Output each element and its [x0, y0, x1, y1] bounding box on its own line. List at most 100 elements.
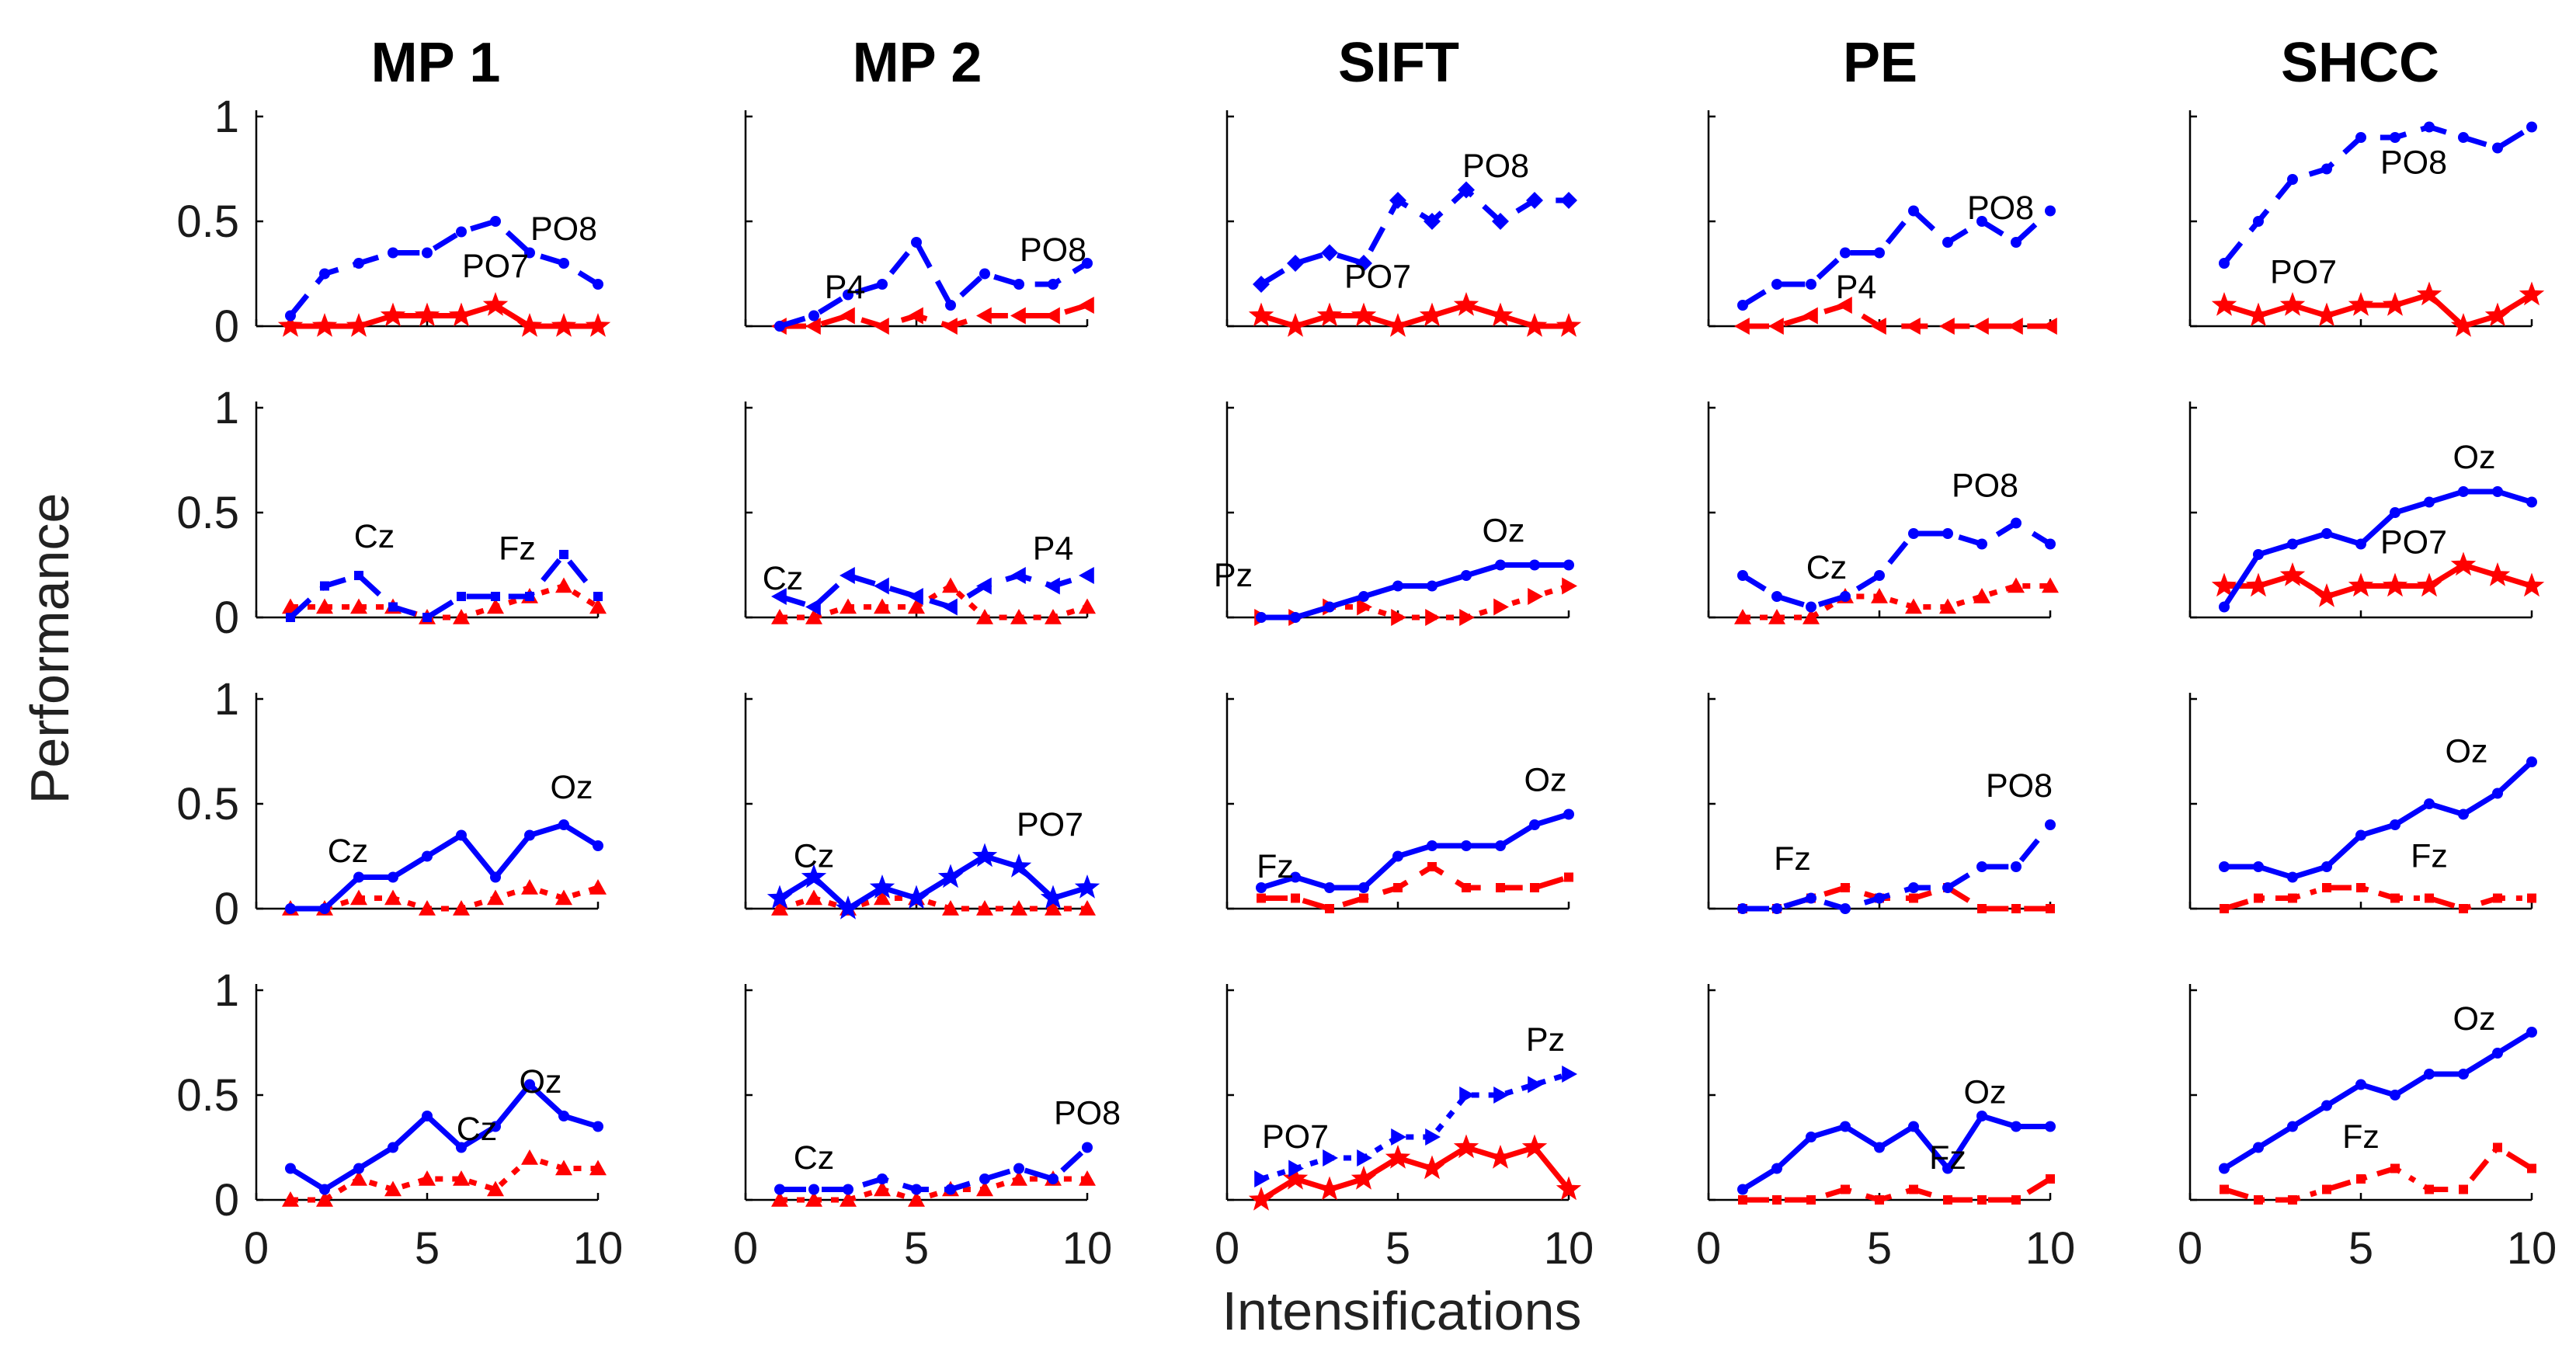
data-point [843, 1184, 853, 1195]
data-point [945, 300, 956, 311]
data-point [525, 592, 534, 601]
series-line-red [290, 302, 598, 329]
data-point [1359, 893, 1368, 903]
data-point [2458, 808, 2469, 820]
data-point [1355, 255, 1372, 272]
data-point [353, 871, 364, 883]
data-point [2519, 572, 2545, 597]
data-point [1248, 1187, 1274, 1211]
data-point [422, 1111, 433, 1121]
data-point [2279, 292, 2306, 316]
data-point [2011, 1195, 2021, 1205]
data-point [350, 1170, 367, 1186]
data-point [448, 302, 475, 327]
y-tick-label: 0 [214, 593, 239, 643]
series-label: PO8 [2380, 144, 2447, 182]
data-point [908, 598, 925, 614]
data-point [937, 864, 964, 888]
data-point [320, 581, 329, 591]
data-point [942, 577, 959, 593]
series-line-blue [2223, 1030, 2533, 1171]
y-tick-label: 0 [214, 1175, 239, 1226]
data-point [2011, 517, 2022, 529]
series-line-red [1743, 583, 2050, 621]
data-point [1942, 237, 1953, 248]
data-point [1806, 1195, 1816, 1205]
data-point [521, 879, 538, 895]
data-point [2492, 1048, 2503, 1059]
data-point [2046, 1174, 2055, 1184]
data-point [1424, 213, 1441, 230]
data-point [555, 577, 572, 593]
data-point [2219, 1163, 2230, 1174]
data-point [2279, 562, 2306, 586]
data-point [1045, 609, 1062, 624]
x-tick-label: 0 [1696, 1223, 1721, 1274]
data-point [316, 1191, 333, 1207]
x-tick-label: 5 [1867, 1223, 1892, 1274]
data-point [1562, 577, 1577, 595]
data-point [908, 588, 923, 605]
data-point [976, 900, 993, 916]
data-point [350, 598, 367, 614]
series-line-red [780, 583, 1089, 621]
data-point [1977, 904, 1987, 913]
panel-r1-c2: PO8 P4 [744, 110, 1094, 335]
series-label: Fz [1929, 1139, 1966, 1177]
data-point [2356, 883, 2366, 892]
data-point [2492, 486, 2503, 497]
data-point [1528, 1076, 1543, 1093]
data-point [1806, 279, 1816, 290]
data-point [942, 598, 958, 616]
data-point [1282, 1166, 1309, 1190]
data-point [555, 889, 572, 906]
data-point [1942, 528, 1953, 539]
x-tick-label: 0 [2178, 1223, 2202, 1274]
series-label: PO8 [1462, 148, 1529, 185]
series-line-blue [289, 1082, 600, 1192]
data-point [2450, 313, 2477, 337]
data-point [2219, 601, 2230, 613]
series-label: Oz [2453, 1000, 2496, 1038]
data-point [771, 609, 788, 624]
data-point [2321, 528, 2332, 539]
data-point [1248, 302, 1274, 327]
data-point [2046, 904, 2055, 913]
data-point [422, 850, 433, 862]
data-point [1254, 1170, 1270, 1187]
data-point [808, 310, 819, 322]
data-point [942, 900, 959, 916]
x-tick-label: 0 [244, 1223, 269, 1274]
series-line-blue [288, 218, 600, 318]
panel-r1-c5: PO8 PO7 [2188, 110, 2545, 337]
data-point [2424, 496, 2435, 508]
data-point [2493, 1142, 2502, 1153]
series-line-blue [778, 572, 1089, 610]
data-point [2458, 486, 2469, 497]
data-point [903, 885, 930, 909]
series-line-red [1260, 1145, 1571, 1202]
data-point [1493, 1087, 1509, 1104]
series-label: PO8 [1967, 189, 2034, 227]
panel-r4-c5: 0 5 10 Oz Fz [2178, 984, 2557, 1274]
data-point [1045, 307, 1060, 325]
data-point [456, 829, 467, 841]
data-point [457, 592, 466, 601]
series-label: PO7 [462, 248, 529, 285]
series-label: P4 [1836, 269, 1877, 306]
data-point [2390, 507, 2400, 518]
data-point [1874, 1142, 1885, 1153]
data-point [2390, 1163, 2400, 1173]
series-label: Oz [2453, 439, 2496, 476]
data-point [285, 903, 296, 914]
series-line-blue [2224, 760, 2534, 880]
data-point [1908, 205, 1919, 217]
series-label: Fz [2342, 1118, 2380, 1156]
data-point [2253, 1142, 2264, 1153]
data-point [1875, 1195, 1884, 1205]
data-point [1048, 279, 1059, 290]
data-point [1321, 244, 1338, 262]
data-point [1010, 307, 1026, 325]
data-point [1010, 900, 1027, 916]
